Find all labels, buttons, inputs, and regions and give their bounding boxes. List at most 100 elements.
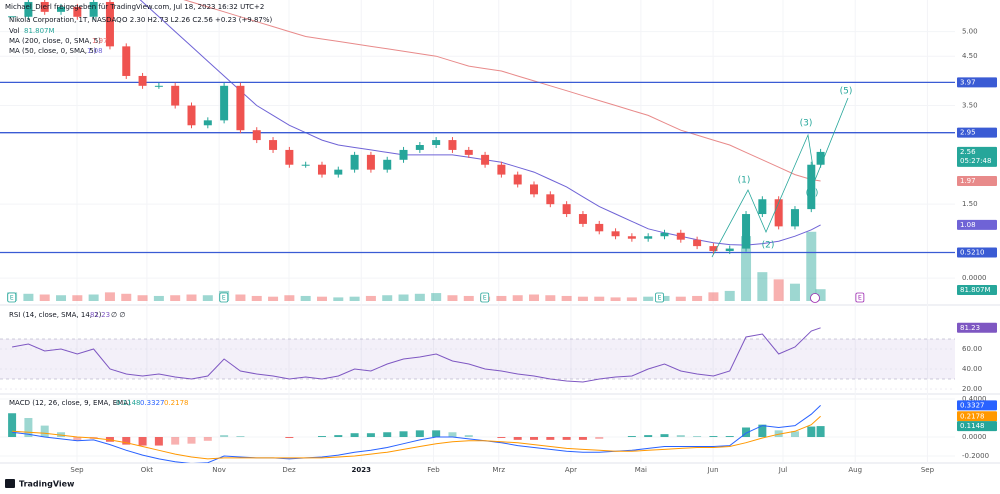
volume-bar [594, 296, 605, 301]
macd-histogram [383, 432, 392, 438]
earnings-label: E [483, 295, 487, 302]
volume-bar [170, 295, 181, 301]
volume-bar [186, 294, 197, 301]
price-badge-label: 81.23 [960, 324, 980, 332]
price-badge-label: 1.08 [960, 221, 976, 229]
volume-bar [414, 293, 425, 301]
volume-bar [349, 296, 360, 301]
candle [513, 174, 522, 185]
candle [399, 149, 408, 160]
macd-histogram [709, 436, 718, 438]
candle [220, 85, 229, 121]
rsi-band [0, 339, 955, 379]
earnings-label: E [10, 295, 14, 302]
earnings-marker [480, 292, 490, 303]
macd-histogram [790, 431, 799, 438]
price-badge [957, 421, 997, 432]
y-tick-label: 3.50 [962, 102, 978, 110]
price-badge [957, 176, 997, 187]
rsi-tick-label: 20.00 [962, 385, 982, 393]
candle [252, 130, 261, 141]
x-tick-label: Dez [282, 466, 296, 474]
volume-bar [757, 272, 768, 301]
volume-bar [577, 296, 588, 301]
candle [154, 85, 163, 87]
x-tick-label: Aug [848, 466, 862, 474]
volume-bar [643, 296, 654, 301]
candle [595, 223, 604, 232]
candle [758, 199, 767, 215]
x-tick-label: Feb [427, 466, 440, 474]
macd-histogram [8, 413, 17, 438]
macd-histogram [105, 437, 114, 442]
ma200-legend: MA (200, close, 0, SMA, 5) [9, 37, 101, 45]
candle [203, 120, 212, 126]
candle [481, 154, 490, 165]
x-tick-label: 2023 [352, 466, 372, 474]
plot-layer: Sep Okt Nov Dez 2023 Feb Mrz Apr Mai Jun Jul Aug Sep… [0, 0, 997, 474]
macd-histogram [24, 417, 33, 438]
macd-histogram [220, 435, 229, 438]
earnings-marker [7, 292, 17, 303]
rsi-legend-suffix: ∅ ∅ [111, 311, 125, 319]
macd-histogram [758, 424, 767, 438]
candle [317, 164, 326, 175]
macd-histogram [807, 426, 816, 438]
macd-histogram [73, 437, 82, 441]
volume-bar [333, 297, 344, 301]
macd-histogram [350, 433, 359, 438]
price-badge-label: 0.3327 [960, 401, 985, 409]
macd-histogram [816, 426, 825, 438]
macd-histogram [530, 437, 539, 440]
price-badge-label: 2.56 [960, 148, 976, 156]
candle [627, 236, 636, 239]
volume-bar [88, 294, 99, 301]
x-tick-label: Sep [70, 466, 84, 474]
volume-bar [39, 294, 50, 301]
level-badge-label: 0.5210 [960, 248, 985, 256]
x-tick-label: Jul [778, 466, 788, 474]
volume-bar [561, 295, 572, 301]
macd-histogram [415, 430, 424, 438]
volume-bar [121, 293, 132, 301]
candle [432, 140, 441, 145]
volume-bar [692, 295, 703, 301]
macd-histogram [448, 432, 457, 438]
candle [774, 199, 783, 227]
macd-histogram [399, 431, 408, 438]
macd-legend: MACD (12, 26, close, 9, EMA, EMA) [9, 399, 131, 407]
volume-badge-label: 81.807M [960, 286, 991, 294]
elliott-wave [711, 97, 849, 258]
macd-histogram [627, 436, 636, 438]
ma200-legend-value: 1.97 [92, 37, 108, 45]
volume-bar [300, 295, 311, 301]
macd-histogram [432, 430, 441, 438]
candle [269, 140, 278, 150]
candle [709, 246, 718, 252]
candle [187, 105, 196, 126]
x-tick-label: Sep [921, 466, 935, 474]
macd-line [12, 405, 821, 463]
candle [57, 6, 66, 12]
candle [24, 1, 33, 17]
macd-legend-hist: 0.1148 [116, 399, 141, 407]
wave-label: (4) [806, 189, 819, 199]
macd-histogram [644, 435, 653, 438]
volume-bar [268, 296, 279, 301]
symbol: Nikola Corporation, 1T, NASDAQ [9, 16, 122, 24]
candle [138, 75, 147, 86]
level-badge-label: 3.97 [960, 78, 976, 86]
volume-bar [496, 295, 507, 301]
volume-bar [23, 293, 34, 301]
macd-histogram [187, 437, 196, 444]
macd-legend-signal: 0.2178 [164, 399, 189, 407]
price-badge-label: 0.1148 [960, 422, 985, 430]
macd-histogram [562, 437, 571, 440]
volume-bar [708, 292, 719, 301]
macd-histogram [676, 435, 685, 438]
ma50-legend-value: 1.08 [87, 47, 103, 55]
earnings-label: E [222, 295, 226, 302]
